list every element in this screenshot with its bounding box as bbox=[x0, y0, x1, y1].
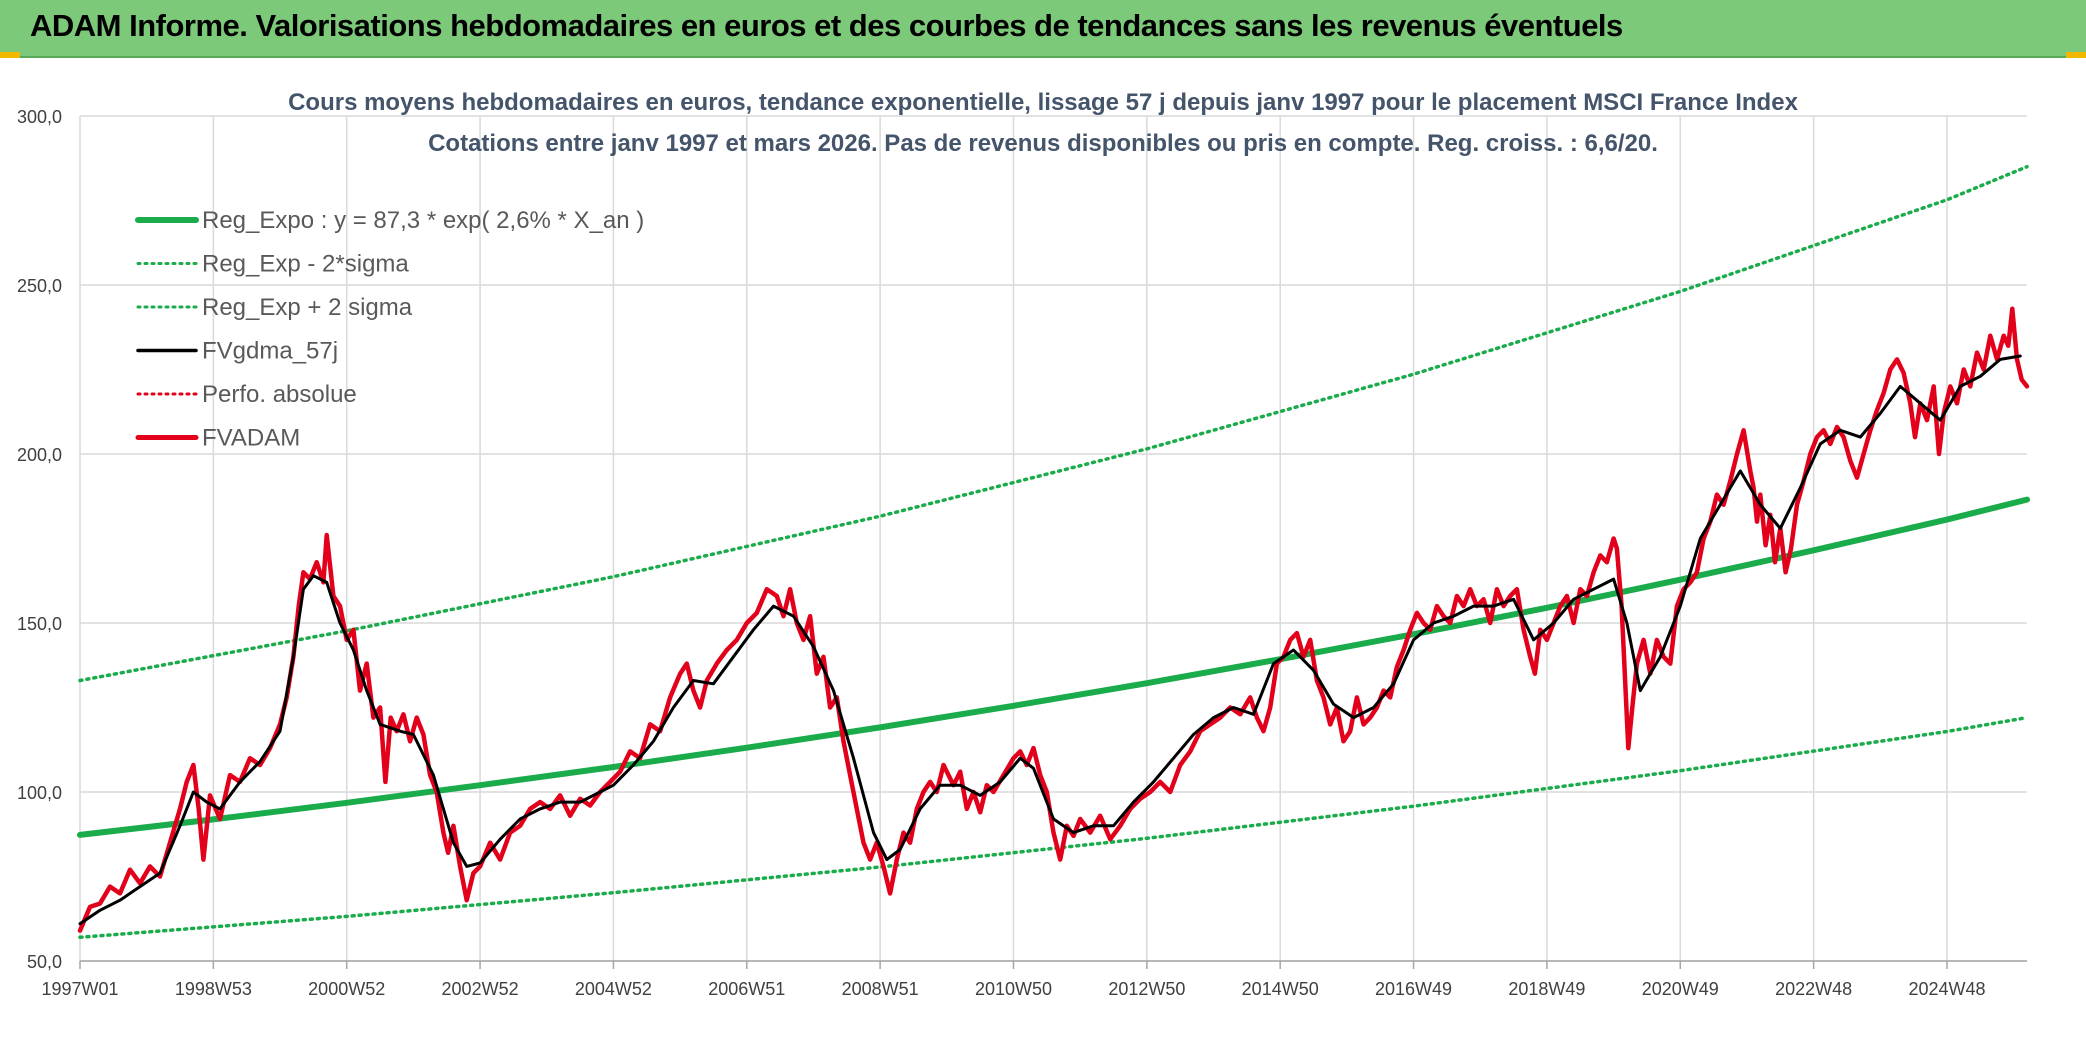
x-tick-label: 2002W52 bbox=[442, 979, 519, 999]
x-tick-label: 2018W49 bbox=[1508, 979, 1585, 999]
header-banner: ADAM Informe. Valorisations hebdomadaire… bbox=[0, 0, 2086, 58]
x-tick-label: 2012W50 bbox=[1108, 979, 1185, 999]
chart-subtitle: Cotations entre janv 1997 et mars 2026. … bbox=[428, 130, 1658, 157]
y-tick-label: 50,0 bbox=[27, 952, 62, 972]
x-tick-label: 2024W48 bbox=[1908, 979, 1985, 999]
x-tick-label: 1998W53 bbox=[175, 979, 252, 999]
legend-label: Reg_Exp - 2*sigma bbox=[202, 251, 409, 278]
legend-label: FVADAM bbox=[202, 425, 300, 452]
series-line-fvgdma bbox=[78, 354, 2022, 926]
series-line-fvadam bbox=[77, 306, 2030, 933]
legend-label: Reg_Exp + 2 sigma bbox=[202, 294, 413, 321]
x-tick-label: 2006W51 bbox=[708, 979, 785, 999]
x-tick-label: 2016W49 bbox=[1375, 979, 1452, 999]
series-line-reg-exp-minus bbox=[78, 715, 2029, 940]
series-layer bbox=[77, 164, 2030, 940]
y-tick-label: 250,0 bbox=[17, 276, 62, 296]
legend: Reg_Expo : y = 87,3 * exp( 2,6% * X_an )… bbox=[135, 207, 644, 452]
page-title: ADAM Informe. Valorisations hebdomadaire… bbox=[30, 8, 1623, 43]
chart-title: Cours moyens hebdomadaires en euros, ten… bbox=[288, 89, 1798, 116]
legend-label: Perfo. absolue bbox=[202, 381, 357, 408]
axes: 300,0 250,0 200,0 150,0 100,0 50,0 1997W01 1998… bbox=[17, 107, 2027, 999]
y-tick-label: 150,0 bbox=[17, 614, 62, 634]
y-tick-label: 100,0 bbox=[17, 783, 62, 803]
legend-label: FVgdma_57j bbox=[202, 338, 338, 365]
y-tick-label: 200,0 bbox=[17, 445, 62, 465]
corner-mark-left bbox=[0, 52, 20, 58]
corner-mark-right bbox=[2066, 52, 2086, 58]
x-tick-label: 2004W52 bbox=[575, 979, 652, 999]
chart-canvas: 300,0 250,0 200,0 150,0 100,0 50,0 1997W01 1998… bbox=[17, 89, 2030, 999]
y-tick-label: 300,0 bbox=[17, 107, 62, 127]
x-tick-label: 2022W48 bbox=[1775, 979, 1852, 999]
series-line-reg-expo bbox=[77, 496, 2030, 838]
series-line-reg-exp-plus bbox=[78, 164, 2029, 683]
x-tick-label: 2008W51 bbox=[842, 979, 919, 999]
grid-lines bbox=[79, 115, 2027, 962]
x-tick-label: 2020W49 bbox=[1642, 979, 1719, 999]
legend-label: Reg_Expo : y = 87,3 * exp( 2,6% * X_an ) bbox=[202, 207, 644, 234]
x-tick-label: 2010W50 bbox=[975, 979, 1052, 999]
x-tick-label: 1997W01 bbox=[41, 979, 118, 999]
x-tick-label: 2000W52 bbox=[308, 979, 385, 999]
x-tick-label: 2014W50 bbox=[1242, 979, 1319, 999]
